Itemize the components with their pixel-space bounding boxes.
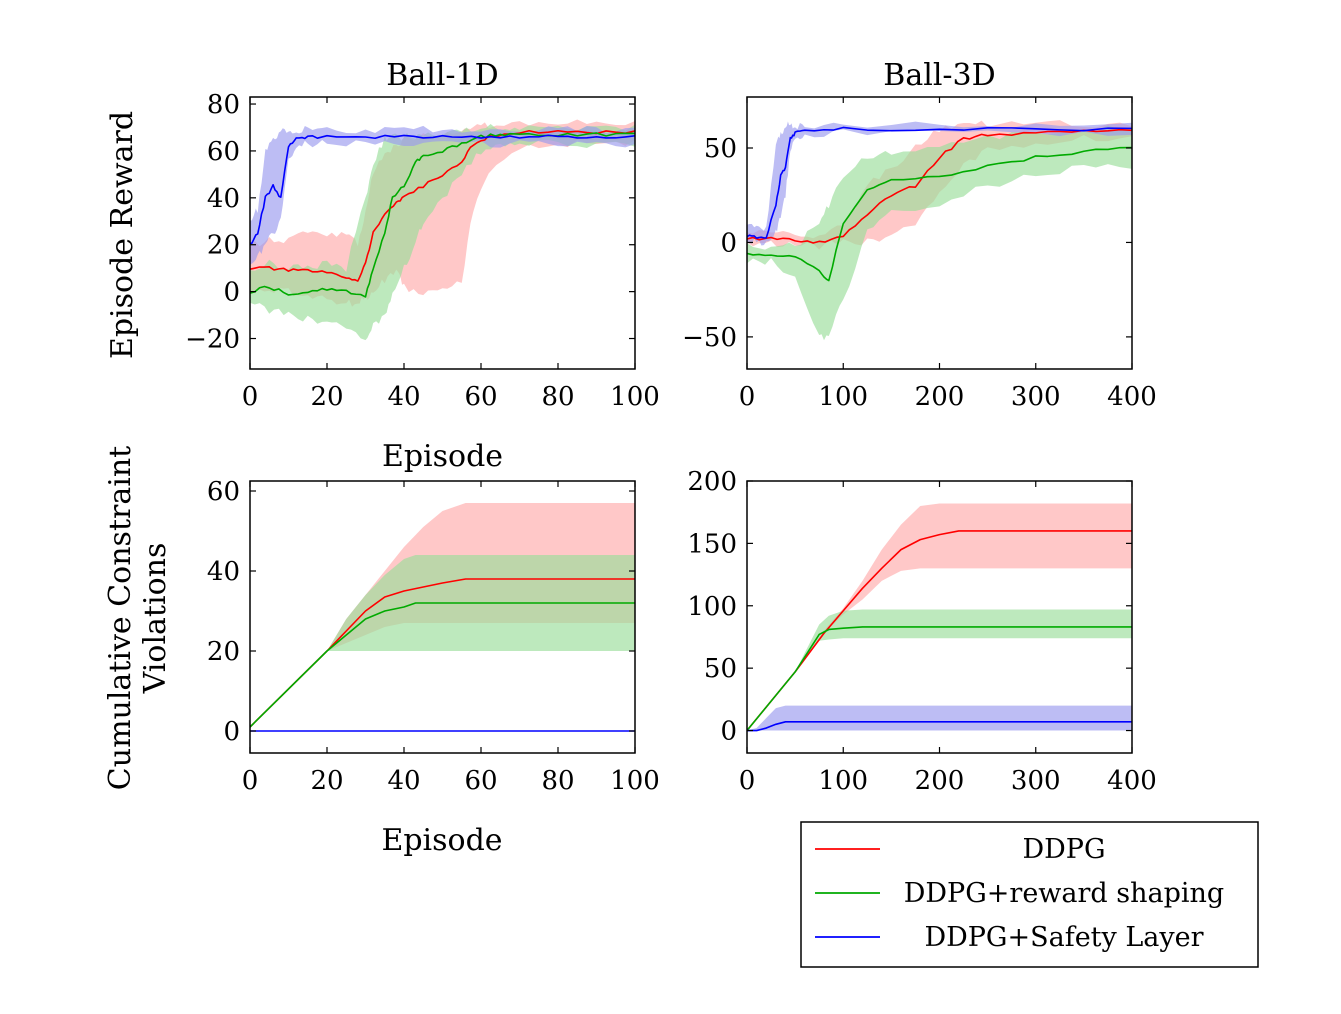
series-line-ddpg-reward-shaping [250, 602, 635, 728]
x-tick-label: 80 [541, 766, 574, 796]
x-tick-label: 400 [1107, 766, 1157, 796]
x-axis-label-bottom: Episode [381, 823, 502, 858]
x-tick-label: 400 [1107, 382, 1157, 412]
x-tick-label: 0 [739, 382, 756, 412]
legend-label-safety-layer: DDPG+Safety Layer [924, 922, 1203, 953]
y-tick-label: 0 [720, 717, 737, 747]
x-tick-label: 0 [242, 382, 259, 412]
x-tick-label: 20 [310, 382, 343, 412]
plot-area [747, 503, 1132, 732]
x-tick-label: 0 [739, 766, 756, 796]
band-ddpg-safety-layer [747, 705, 1132, 731]
y-tick-label: 60 [207, 137, 240, 167]
band-ddpg-reward-shaping [747, 609, 1132, 731]
x-tick-label: 200 [915, 766, 965, 796]
band-ddpg [747, 503, 1132, 731]
x-tick-label: 40 [387, 382, 420, 412]
x-tick-label: 20 [310, 766, 343, 796]
panel-title: Episode [382, 439, 503, 474]
x-tick-label: 100 [818, 766, 868, 796]
y-tick-label: 0 [223, 278, 240, 308]
legend-box [800, 821, 1259, 968]
y-tick-label: −20 [185, 325, 240, 355]
x-tick-label: 60 [464, 766, 497, 796]
panel-ball1d-violations: 0 20 40 60 80 100 0 20 40 60 Episode [207, 439, 660, 796]
y-axis-label-top: Episode Reward [105, 111, 140, 359]
band-ddpg-reward-shaping [250, 555, 635, 727]
band-ddpg-reward-shaping [747, 125, 1132, 341]
panel-title: Ball-1D [386, 58, 498, 93]
y-tick-label: −50 [682, 323, 737, 353]
y-tick-label: 100 [687, 592, 737, 622]
legend-label-reward-shaping: DDPG+reward shaping [904, 878, 1224, 909]
axes-frame [249, 480, 636, 754]
y-tick-label: 0 [223, 717, 240, 747]
series-line-ddpg [747, 128, 1132, 244]
y-tick-label: 50 [704, 654, 737, 684]
band-ddpg [250, 119, 635, 307]
series-line-ddpg-safety-layer [250, 134, 635, 245]
plot-area [250, 503, 635, 732]
legend: DDPG DDPG+reward shaping DDPG+Safety Lay… [800, 821, 1259, 968]
band-ddpg-reward-shaping [250, 123, 635, 341]
x-tick-label: 40 [387, 766, 420, 796]
x-tick-label: 80 [541, 382, 574, 412]
y-tick-label: 20 [207, 231, 240, 261]
x-tick-label: 60 [464, 382, 497, 412]
y-tick-label: 50 [704, 134, 737, 164]
band-ddpg-safety-layer [747, 121, 1132, 246]
y-axis-label-bottom-line2: Violations [138, 543, 173, 695]
panel-ball3d-violations: 0 100 200 300 400 0 50 100 150 200 [687, 467, 1156, 796]
band-ddpg-safety-layer [250, 125, 635, 265]
y-tick-label: 40 [207, 557, 240, 587]
y-tick-label: 20 [207, 637, 240, 667]
legend-label-ddpg: DDPG [1022, 834, 1105, 865]
x-tick-label: 100 [610, 382, 660, 412]
axes-frame [249, 96, 636, 370]
plot-area [250, 119, 635, 341]
series-line-ddpg-safety-layer [747, 721, 1132, 732]
y-tick-label: 0 [720, 228, 737, 258]
series-line-ddpg-reward-shaping [747, 626, 1132, 732]
y-tick-label: 80 [207, 90, 240, 120]
x-tick-label: 300 [1011, 382, 1061, 412]
x-tick-label: 300 [1011, 766, 1061, 796]
y-tick-label: 200 [687, 467, 737, 497]
series-line-ddpg-safety-layer [747, 126, 1132, 239]
series-line-ddpg [747, 530, 1132, 732]
x-tick-label: 200 [915, 382, 965, 412]
y-tick-label: 40 [207, 184, 240, 214]
x-tick-label: 100 [610, 766, 660, 796]
y-tick-label: 150 [687, 529, 737, 559]
x-tick-label: 100 [818, 382, 868, 412]
series-line-ddpg [250, 578, 635, 728]
y-axis-label-bottom-line1: Cumulative Constraint [103, 446, 138, 790]
series-line-ddpg-reward-shaping [250, 132, 635, 298]
x-tick-label: 0 [242, 766, 259, 796]
plot-area [747, 120, 1132, 341]
panel-title: Ball-3D [883, 58, 995, 93]
y-tick-label: 60 [207, 477, 240, 507]
series-line-ddpg-reward-shaping [747, 146, 1132, 282]
